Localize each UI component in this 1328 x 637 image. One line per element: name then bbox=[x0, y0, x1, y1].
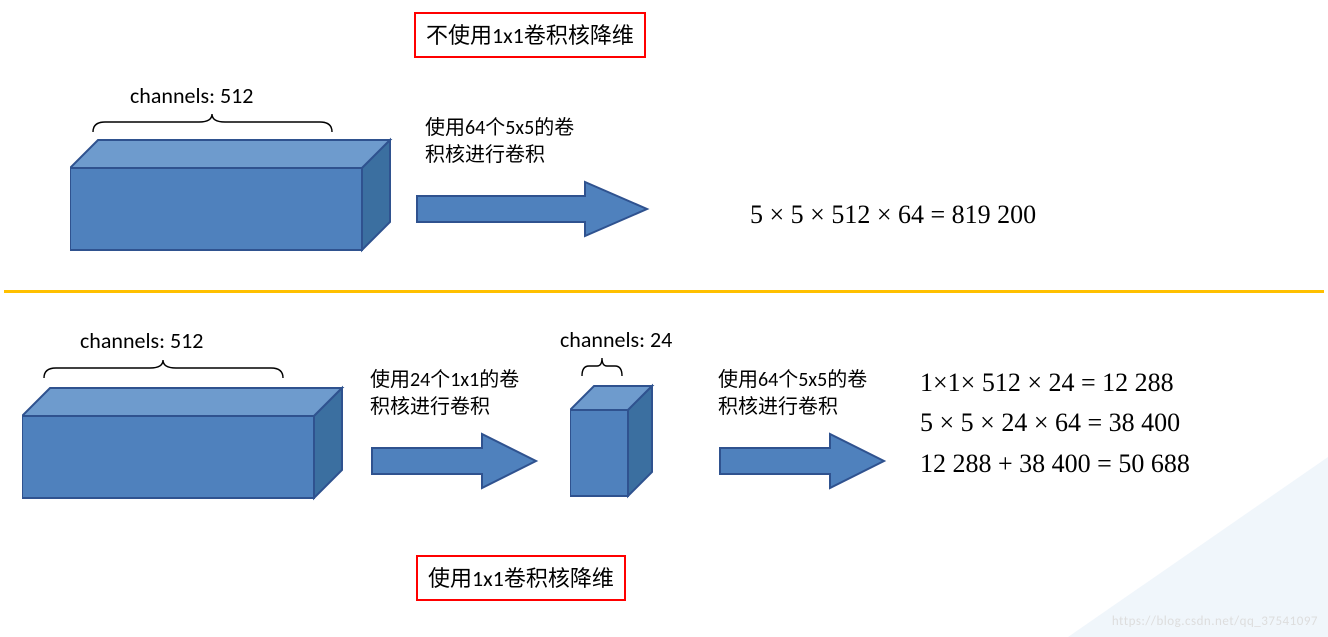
top-brace bbox=[91, 112, 334, 134]
bottom-brace-2 bbox=[580, 356, 624, 378]
bottom-eq-2: 5 × 5 × 24 × 64 = 38 400 bbox=[920, 403, 1190, 443]
bottom-arrow2-label: 使用64个5x5的卷 积核进行卷积 bbox=[718, 367, 867, 421]
bottom-title-box: 使用1x1卷积核降维 bbox=[416, 555, 626, 601]
top-arrow-label-l2: 积核进行卷积 bbox=[425, 142, 574, 169]
bottom-cuboid-2 bbox=[570, 378, 670, 528]
bottom-arrow2-label-l2: 积核进行卷积 bbox=[718, 394, 867, 421]
watermark-text: https://blog.csdn.net/qq_37541097 bbox=[1112, 614, 1318, 629]
bottom-arrow1-label: 使用24个1x1的卷 积核进行卷积 bbox=[370, 367, 519, 421]
bottom-eq-3: 12 288 + 38 400 = 50 688 bbox=[920, 444, 1190, 484]
divider bbox=[4, 290, 1324, 293]
bottom-arrow1-label-l2: 积核进行卷积 bbox=[370, 394, 519, 421]
bottom-arrow1-label-l1: 使用24个1x1的卷 bbox=[370, 367, 519, 394]
top-arrow bbox=[415, 178, 655, 240]
bottom-eq-1: 1×1× 512 × 24 = 12 288 bbox=[920, 363, 1190, 403]
bottom-channel-label-1: channels: 512 bbox=[80, 327, 203, 354]
bottom-cuboid-1 bbox=[22, 380, 352, 530]
top-title-text: 不使用1x1卷积核降维 bbox=[426, 22, 634, 49]
bottom-equations: 1×1× 512 × 24 = 12 288 5 × 5 × 24 × 64 =… bbox=[920, 363, 1190, 484]
top-channel-label: channels: 512 bbox=[130, 82, 253, 109]
bottom-arrow2-label-l1: 使用64个5x5的卷 bbox=[718, 367, 867, 394]
bottom-brace-1 bbox=[42, 358, 285, 380]
bottom-arrow-2 bbox=[718, 430, 890, 492]
watermark-shape bbox=[1068, 457, 1328, 637]
bottom-title-text: 使用1x1卷积核降维 bbox=[428, 565, 614, 592]
top-title-box: 不使用1x1卷积核降维 bbox=[414, 12, 646, 58]
bottom-channel-label-2: channels: 24 bbox=[560, 326, 672, 353]
top-cuboid bbox=[70, 132, 400, 282]
bottom-arrow-1 bbox=[370, 430, 542, 492]
top-arrow-label: 使用64个5x5的卷 积核进行卷积 bbox=[425, 115, 574, 169]
top-equation: 5 × 5 × 512 × 64 = 819 200 bbox=[750, 195, 1036, 235]
top-arrow-label-l1: 使用64个5x5的卷 bbox=[425, 115, 574, 142]
